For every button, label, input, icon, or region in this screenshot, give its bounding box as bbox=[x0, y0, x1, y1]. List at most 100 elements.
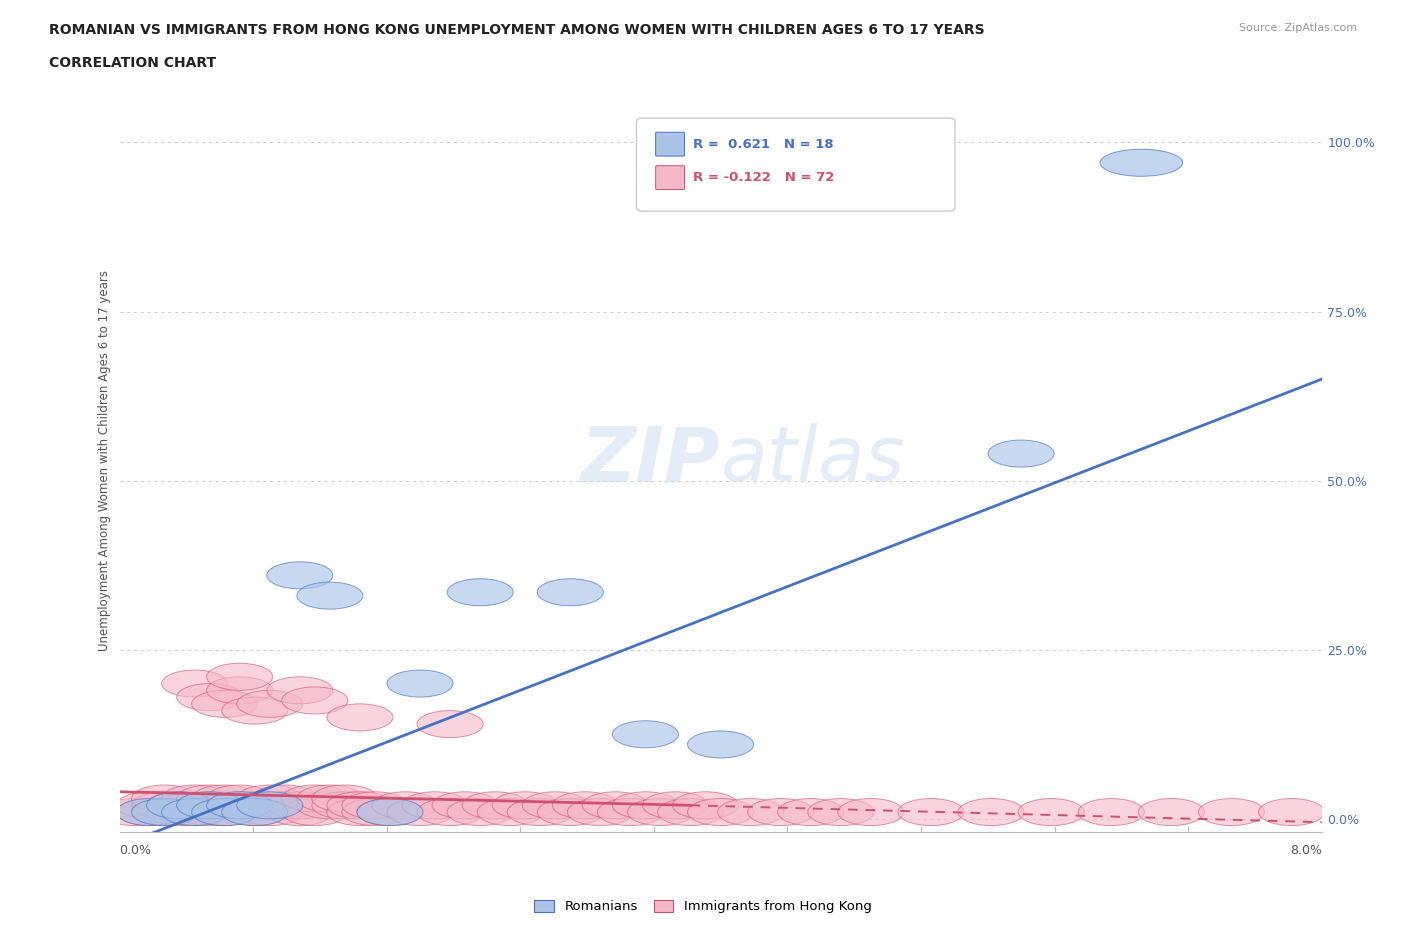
Ellipse shape bbox=[191, 690, 257, 717]
Ellipse shape bbox=[598, 799, 664, 826]
Text: R =  0.621   N = 18: R = 0.621 N = 18 bbox=[693, 138, 834, 151]
Ellipse shape bbox=[207, 663, 273, 690]
Ellipse shape bbox=[717, 799, 783, 826]
Ellipse shape bbox=[132, 799, 198, 826]
Ellipse shape bbox=[297, 791, 363, 818]
Ellipse shape bbox=[1078, 799, 1144, 826]
Ellipse shape bbox=[688, 799, 754, 826]
Ellipse shape bbox=[688, 731, 754, 758]
Ellipse shape bbox=[281, 785, 347, 812]
Ellipse shape bbox=[132, 791, 198, 818]
Ellipse shape bbox=[373, 791, 439, 818]
Ellipse shape bbox=[807, 799, 875, 826]
Ellipse shape bbox=[191, 785, 257, 812]
Ellipse shape bbox=[537, 799, 603, 826]
Ellipse shape bbox=[177, 791, 243, 818]
Ellipse shape bbox=[297, 785, 363, 812]
Ellipse shape bbox=[342, 791, 408, 818]
Ellipse shape bbox=[613, 721, 679, 748]
Text: Source: ZipAtlas.com: Source: ZipAtlas.com bbox=[1239, 23, 1357, 33]
Ellipse shape bbox=[222, 698, 288, 724]
Ellipse shape bbox=[988, 440, 1054, 467]
Ellipse shape bbox=[162, 791, 228, 818]
Ellipse shape bbox=[312, 791, 378, 818]
FancyBboxPatch shape bbox=[637, 118, 955, 211]
Ellipse shape bbox=[672, 791, 738, 818]
Text: 0.0%: 0.0% bbox=[120, 844, 152, 857]
Ellipse shape bbox=[537, 578, 603, 605]
Ellipse shape bbox=[297, 582, 363, 609]
Ellipse shape bbox=[101, 799, 167, 826]
Ellipse shape bbox=[643, 791, 709, 818]
Ellipse shape bbox=[553, 791, 619, 818]
Ellipse shape bbox=[207, 785, 273, 812]
Ellipse shape bbox=[477, 799, 543, 826]
Text: R = -0.122   N = 72: R = -0.122 N = 72 bbox=[693, 171, 834, 184]
Ellipse shape bbox=[567, 799, 634, 826]
Ellipse shape bbox=[236, 799, 302, 826]
Text: ROMANIAN VS IMMIGRANTS FROM HONG KONG UNEMPLOYMENT AMONG WOMEN WITH CHILDREN AGE: ROMANIAN VS IMMIGRANTS FROM HONG KONG UN… bbox=[49, 23, 984, 37]
Ellipse shape bbox=[1198, 799, 1264, 826]
Ellipse shape bbox=[1018, 799, 1084, 826]
Ellipse shape bbox=[613, 791, 679, 818]
Text: atlas: atlas bbox=[720, 423, 905, 498]
Ellipse shape bbox=[326, 704, 394, 731]
Ellipse shape bbox=[162, 785, 228, 812]
FancyBboxPatch shape bbox=[655, 132, 685, 156]
Ellipse shape bbox=[463, 791, 529, 818]
Ellipse shape bbox=[117, 799, 183, 826]
Ellipse shape bbox=[252, 785, 318, 812]
Ellipse shape bbox=[281, 687, 347, 714]
Ellipse shape bbox=[898, 799, 965, 826]
Ellipse shape bbox=[222, 791, 288, 818]
Ellipse shape bbox=[748, 799, 814, 826]
Y-axis label: Unemployment Among Women with Children Ages 6 to 17 years: Unemployment Among Women with Children A… bbox=[98, 270, 111, 651]
Ellipse shape bbox=[522, 791, 588, 818]
Ellipse shape bbox=[326, 799, 394, 826]
Ellipse shape bbox=[222, 799, 288, 826]
Ellipse shape bbox=[447, 799, 513, 826]
Ellipse shape bbox=[191, 791, 257, 818]
Ellipse shape bbox=[508, 799, 574, 826]
Ellipse shape bbox=[222, 799, 288, 826]
Ellipse shape bbox=[132, 785, 198, 812]
FancyBboxPatch shape bbox=[655, 166, 685, 190]
Ellipse shape bbox=[1099, 149, 1182, 177]
Ellipse shape bbox=[267, 562, 333, 589]
Ellipse shape bbox=[162, 670, 228, 698]
Ellipse shape bbox=[447, 578, 513, 605]
Ellipse shape bbox=[117, 799, 183, 826]
Ellipse shape bbox=[357, 799, 423, 826]
Ellipse shape bbox=[432, 791, 498, 818]
Ellipse shape bbox=[267, 677, 333, 704]
Ellipse shape bbox=[191, 799, 257, 826]
Ellipse shape bbox=[957, 799, 1024, 826]
Ellipse shape bbox=[146, 799, 212, 826]
Ellipse shape bbox=[207, 791, 273, 818]
Ellipse shape bbox=[162, 799, 228, 826]
Text: 8.0%: 8.0% bbox=[1289, 844, 1322, 857]
Ellipse shape bbox=[402, 791, 468, 818]
Ellipse shape bbox=[177, 799, 243, 826]
Ellipse shape bbox=[177, 785, 243, 812]
Text: CORRELATION CHART: CORRELATION CHART bbox=[49, 56, 217, 70]
Ellipse shape bbox=[326, 791, 394, 818]
Ellipse shape bbox=[582, 791, 648, 818]
Ellipse shape bbox=[267, 791, 333, 818]
Ellipse shape bbox=[418, 711, 484, 737]
Ellipse shape bbox=[342, 799, 408, 826]
Ellipse shape bbox=[838, 799, 904, 826]
Ellipse shape bbox=[1258, 799, 1324, 826]
Ellipse shape bbox=[778, 799, 844, 826]
Text: ZIP: ZIP bbox=[581, 423, 720, 498]
Ellipse shape bbox=[387, 799, 453, 826]
Ellipse shape bbox=[236, 791, 302, 818]
Ellipse shape bbox=[267, 799, 333, 826]
Ellipse shape bbox=[492, 791, 558, 818]
Ellipse shape bbox=[627, 799, 693, 826]
Ellipse shape bbox=[357, 799, 423, 826]
Ellipse shape bbox=[1139, 799, 1205, 826]
Ellipse shape bbox=[117, 791, 183, 818]
Ellipse shape bbox=[658, 799, 724, 826]
Ellipse shape bbox=[177, 684, 243, 711]
